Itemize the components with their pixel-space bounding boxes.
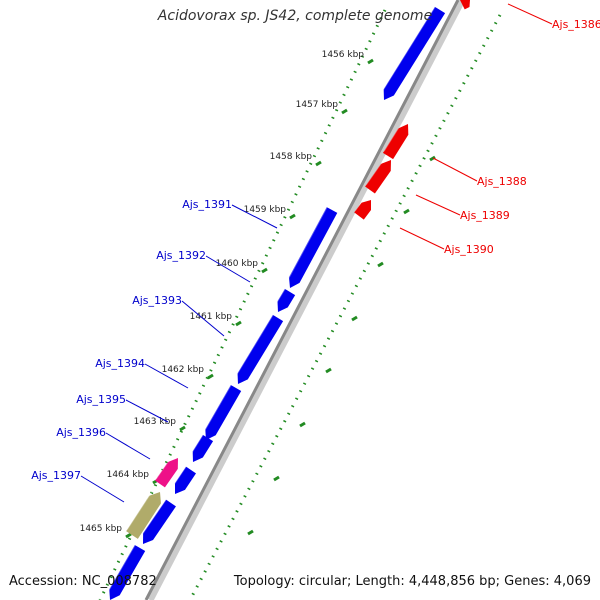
leader-line: [205, 255, 251, 283]
leader-line: [507, 3, 553, 25]
genome-title: Acidovorax sp. JS42, complete genome: [157, 8, 433, 24]
forward-gene-bar[interactable]: [143, 499, 176, 544]
reverse-gene-bar[interactable]: [365, 160, 391, 194]
leader-line: [105, 432, 151, 460]
reverse-gene-bar[interactable]: [354, 200, 371, 220]
leader-line: [144, 363, 189, 389]
forward-gene-bar-shade: [378, 4, 437, 97]
kbp-label: 1457 kbp: [296, 100, 339, 110]
outer-tick-track: [188, 14, 502, 600]
reverse-gene-bar-shade: [365, 154, 389, 187]
forward-gene-bar[interactable]: [192, 434, 214, 462]
forward-gene-bar[interactable]: [109, 545, 146, 600]
kbp-label: 1458 kbp: [270, 152, 313, 162]
gene-label-ajs-1391: Ajs_1391: [182, 198, 232, 211]
gene-label-ajs-1386: Ajs_1386: [552, 18, 600, 31]
kbp-label: 1460 kbp: [216, 259, 259, 269]
forward-gene-bar-shade: [232, 312, 275, 381]
outer-tick: [351, 315, 358, 322]
gene-label-ajs-1396: Ajs_1396: [56, 426, 106, 439]
gene-label-ajs-1394: Ajs_1394: [95, 357, 145, 370]
leader-line: [181, 300, 225, 337]
leader-line: [432, 157, 478, 182]
forward-gene-bar[interactable]: [383, 6, 446, 101]
gene-ajs-1396-bar[interactable]: [155, 458, 178, 488]
leader-line: [231, 204, 278, 229]
forward-gene-bar[interactable]: [277, 288, 296, 312]
genome-backbone: [144, 0, 460, 600]
gene-label-ajs-1389: Ajs_1389: [460, 209, 510, 222]
forward-gene-bar-shade: [138, 497, 169, 541]
kbp-label: 1461 kbp: [190, 312, 233, 322]
forward-gene-bar-shade: [200, 383, 233, 438]
kbp-tick: [315, 160, 322, 167]
forward-gene-bar[interactable]: [237, 314, 284, 384]
gene-ajs-1396-bar-shade: [155, 452, 176, 481]
outer-tick: [247, 529, 254, 536]
kbp-tick: [289, 213, 296, 220]
accession-label: Accession: NC_008782: [9, 574, 157, 589]
gene-label-ajs-1388: Ajs_1388: [477, 175, 527, 188]
leader-line: [125, 399, 169, 423]
kbp-tick: [179, 425, 186, 432]
gene-label-ajs-1397: Ajs_1397: [31, 469, 81, 482]
kbp-label: 1459 kbp: [244, 205, 287, 215]
kbp-tick: [207, 373, 214, 380]
reverse-gene-bar-shade: [382, 118, 405, 153]
forward-gene-bar-shade: [284, 205, 329, 286]
backbone-shadow: [146, 0, 466, 600]
outer-tick: [325, 367, 332, 374]
gene-label-ajs-1393: Ajs_1393: [132, 294, 182, 307]
gene-label-ajs-1395: Ajs_1395: [76, 393, 126, 406]
kbp-tick: [235, 320, 242, 327]
kbp-tick: [341, 108, 348, 115]
forward-gene-bar[interactable]: [175, 466, 196, 494]
reverse-gene-bar[interactable]: [459, 0, 470, 10]
topology-summary: Topology: circular; Length: 4,448,856 bp…: [233, 574, 591, 589]
outer-tick: [377, 261, 384, 268]
kbp-label: 1462 kbp: [162, 365, 205, 375]
outer-tick: [299, 421, 306, 428]
outer-tick: [403, 208, 410, 215]
gene-ajs-1397-bar-shade: [126, 486, 157, 532]
kbp-tick: [261, 267, 268, 274]
gene-label-ajs-1392: Ajs_1392: [156, 249, 206, 262]
forward-gene-bar[interactable]: [205, 385, 242, 440]
outer-tick: [273, 475, 280, 482]
gene-label-ajs-1390: Ajs_1390: [444, 243, 494, 256]
reverse-gene-bar-shade: [354, 194, 369, 213]
leader-line: [415, 194, 461, 216]
kbp-label: 1463 kbp: [134, 417, 177, 427]
leader-line: [80, 475, 125, 503]
forward-gene-bar-shade: [104, 543, 137, 598]
reverse-gene-bar[interactable]: [382, 124, 409, 160]
kbp-label: 1456 kbp: [322, 50, 365, 60]
kbp-label: 1465 kbp: [80, 524, 123, 534]
forward-gene-bar-shade: [170, 464, 189, 491]
forward-gene-bar-shade: [187, 432, 205, 459]
forward-gene-bar[interactable]: [288, 207, 338, 288]
kbp-tick: [367, 58, 374, 65]
outer-tick: [429, 155, 436, 162]
leader-line: [399, 227, 445, 250]
kbp-tick: [125, 532, 132, 539]
gene-ajs-1397-bar[interactable]: [126, 492, 161, 539]
kbp-label: 1464 kbp: [107, 470, 150, 480]
forward-gene-bar-shade: [272, 286, 287, 309]
